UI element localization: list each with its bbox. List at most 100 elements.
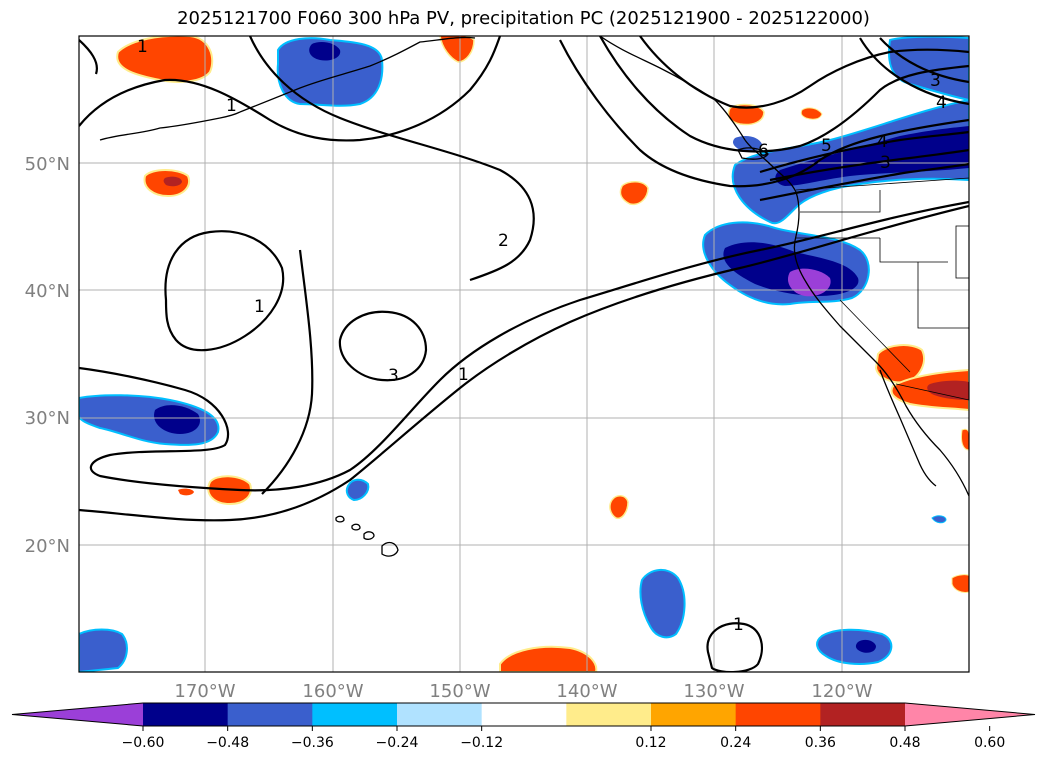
contour-jet-south — [759, 162, 969, 202]
blue-region-hawaii-northeast — [345, 478, 370, 502]
contour-label: 1 — [137, 37, 148, 57]
lat-label-30n: 30°N — [25, 408, 70, 429]
colorbar: −0.60 −0.48 −0.36 −0.24 −0.12 0.12 0.24 0.36 0.4… — [11, 702, 1036, 751]
contour-northeast-3 — [879, 37, 969, 84]
map-title: 2025121700 F060 300 hPa PV, precipitatio… — [177, 8, 870, 29]
pv-contours — [79, 36, 969, 672]
blue-region-southwest-corner — [79, 628, 128, 672]
colorbar-segment — [397, 703, 483, 726]
blue-region-southeast — [816, 628, 893, 665]
contour-6-jet — [769, 148, 969, 182]
us-mexico-border — [895, 383, 969, 401]
red-region-gulf-top — [439, 36, 475, 63]
contour-label: 4 — [936, 93, 947, 113]
purple-region-california — [787, 268, 831, 297]
colorbar-segment — [481, 703, 567, 726]
colorbar-segment — [227, 703, 313, 726]
blue-region-aleutian — [276, 37, 384, 107]
contour-3-gulf — [639, 36, 969, 109]
red-region-subtropical-c — [609, 495, 629, 520]
hawaii-big-island — [381, 541, 399, 557]
contour-label: 3 — [388, 366, 399, 386]
hawaii-oahu — [351, 523, 361, 531]
contour-1-south — [79, 204, 969, 522]
red-region-southwest-us-core — [927, 380, 969, 400]
contour-label: 1 — [254, 297, 265, 317]
contour-label: 6 — [758, 141, 769, 161]
lon-label-130w: 130°W — [683, 681, 744, 702]
state-border-wa-or — [800, 190, 881, 213]
colorbar-segment — [735, 703, 821, 726]
contour-closed-1-southeast — [706, 622, 763, 672]
hawaii-maui — [363, 531, 375, 540]
state-border-ut — [955, 225, 969, 279]
blue-region-east-pacific — [639, 569, 686, 639]
positive-anomaly-regions — [116, 36, 969, 672]
lat-label-50n: 50°N — [25, 154, 70, 175]
us-west-coast — [793, 191, 969, 497]
lon-label-120w: 120°W — [811, 681, 872, 702]
contour-1-north-loop — [79, 39, 98, 75]
alaska-peninsula-coast — [239, 36, 476, 113]
colorbar-extend-high — [905, 703, 1035, 726]
contour-2-west — [248, 36, 535, 282]
contour-mid — [261, 249, 314, 495]
colorbar-extend-low — [12, 703, 143, 726]
colorbar-tick-label: −0.60 — [122, 735, 165, 751]
state-border-ca-diagonal — [839, 299, 911, 373]
contour-upper-jet — [559, 39, 969, 188]
plot-area: 1 1 1 2 3 1 1 3 4 5 4 3 6 — [79, 36, 969, 672]
latitude-labels: 50°N 40°N 30°N 20°N — [25, 154, 70, 557]
lon-label-160w: 160°W — [302, 681, 363, 702]
contour-outer-south — [79, 200, 969, 492]
colorbar-tick-label: 0.48 — [889, 735, 920, 751]
contour-label: 4 — [877, 132, 888, 152]
colorbar-segment — [143, 703, 229, 726]
lon-label-150w: 150°W — [429, 681, 490, 702]
red-region-mexico-small — [961, 428, 969, 451]
colorbar-tick-label: −0.24 — [376, 735, 419, 751]
lat-label-40n: 40°N — [25, 281, 70, 302]
contour-label: 1 — [458, 365, 469, 385]
red-region-mexico-south — [951, 574, 969, 593]
contour-label: 1 — [226, 96, 237, 116]
vancouver-island — [737, 147, 769, 160]
red-region-south-central — [499, 645, 598, 672]
contour-label: 5 — [821, 136, 832, 156]
blue-region-baja — [931, 515, 947, 524]
colorbar-tick-label: −0.36 — [291, 735, 334, 751]
colorbar-segment — [566, 703, 652, 726]
colorbar-tick-label: 0.60 — [974, 735, 1005, 751]
blue-region-aleutian-core — [309, 42, 341, 61]
colorbar-segment — [312, 703, 398, 726]
lat-label-20n: 20°N — [25, 536, 70, 557]
gridlines — [79, 36, 969, 672]
blue-region-gulf-alaska — [888, 36, 969, 102]
baja-peninsula — [879, 369, 937, 487]
state-border-ca-nv — [879, 238, 948, 263]
contour-closed-3 — [338, 310, 428, 382]
contour-label: 3 — [880, 153, 891, 173]
contour-label: 2 — [498, 231, 509, 251]
plot-frame — [78, 35, 970, 673]
colorbar-tick-label: −0.12 — [460, 735, 503, 751]
contour-closed-1-west — [164, 230, 285, 352]
longitude-labels: 170°W 160°W 150°W 140°W 130°W 120°W — [174, 681, 872, 702]
contour-4-gulf — [599, 36, 969, 153]
ocean-background — [79, 36, 969, 672]
colorbar-tick-label: 0.24 — [720, 735, 751, 751]
colorbar-tick-label: 0.12 — [635, 735, 666, 751]
contour-label: 1 — [733, 615, 744, 635]
contour-1-north — [79, 36, 502, 142]
blue-region-subtropical-west-core — [154, 405, 200, 434]
contour-label-group: 1 1 1 2 3 1 1 3 4 5 4 3 6 — [137, 37, 947, 635]
contour-northeast-4 — [859, 37, 969, 106]
colorbar-tick-label: −0.48 — [206, 735, 249, 751]
red-region-subtropical-b — [178, 488, 194, 496]
red-region-bc-small — [800, 107, 823, 120]
aleutian-islands — [99, 111, 241, 141]
state-border-ca-az — [917, 262, 969, 329]
lon-label-140w: 140°W — [556, 681, 617, 702]
hawaii-kauai — [335, 515, 345, 523]
